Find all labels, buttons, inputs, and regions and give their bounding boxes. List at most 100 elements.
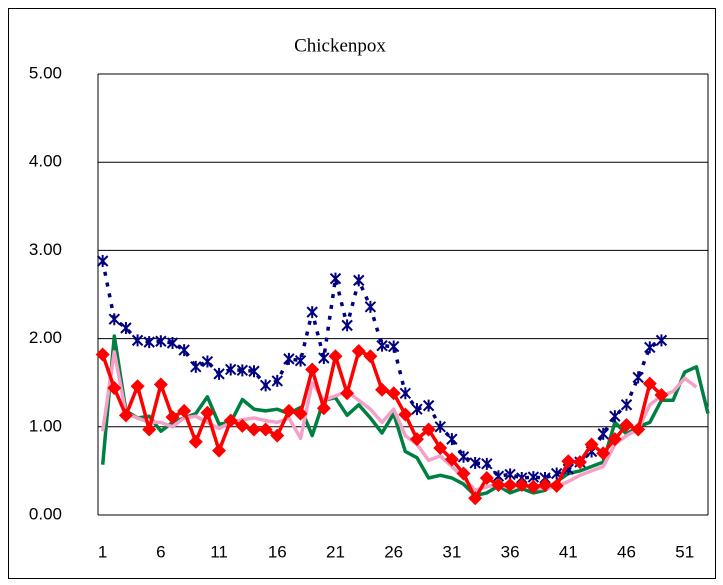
diamond-marker	[293, 406, 308, 421]
diamond-marker	[514, 478, 529, 493]
asterisk-marker	[108, 313, 121, 326]
asterisk-marker	[655, 334, 668, 347]
diamond-marker	[200, 405, 215, 420]
asterisk-marker	[329, 272, 342, 285]
diamond-marker	[561, 454, 576, 469]
asterisk-marker	[597, 427, 609, 440]
asterisk-marker	[341, 319, 353, 332]
y-tick-label: 3.00	[29, 240, 62, 259]
diamond-marker	[305, 362, 320, 377]
diamond-marker	[363, 349, 378, 364]
diamond-marker	[654, 388, 669, 403]
asterisk-marker	[96, 254, 109, 267]
x-tick-label: 16	[268, 542, 287, 561]
diamond-marker	[398, 407, 413, 422]
diamond-marker	[246, 422, 261, 437]
chart-title: Chickenpox	[294, 35, 386, 56]
asterisk-marker	[178, 344, 190, 357]
asterisk-marker	[411, 403, 423, 416]
asterisk-marker	[213, 367, 225, 380]
asterisk-marker	[271, 374, 283, 387]
asterisk-marker	[143, 336, 155, 349]
diamond-marker	[631, 422, 646, 437]
diamond-marker	[619, 418, 634, 433]
diamond-marker	[130, 379, 145, 394]
diamond-marker	[526, 479, 541, 494]
diamond-marker	[177, 403, 192, 418]
diamond-marker	[375, 382, 390, 397]
asterisk-marker	[434, 420, 446, 433]
asterisk-marker	[422, 399, 435, 412]
diamond-marker	[281, 403, 296, 418]
y-tick-label: 1.00	[29, 416, 62, 435]
diamond-marker	[572, 455, 587, 470]
asterisk-marker	[294, 354, 307, 367]
diamond-marker	[188, 434, 203, 449]
diamond-marker	[642, 376, 657, 391]
diamond-marker	[386, 386, 401, 401]
y-tick-label: 5.00	[29, 63, 62, 82]
asterisk-marker	[353, 274, 365, 287]
asterisk-marker	[399, 387, 412, 400]
diamond-marker	[421, 422, 436, 437]
diamond-marker	[351, 343, 366, 358]
asterisk-marker	[225, 363, 237, 376]
asterisk-marker	[155, 335, 167, 348]
asterisk-marker	[609, 410, 621, 423]
diamond-marker	[409, 432, 424, 447]
diamond-marker	[118, 408, 133, 423]
diamond-marker	[270, 428, 285, 443]
series	[96, 254, 668, 484]
diamond-marker	[223, 413, 238, 428]
diamond-marker	[456, 466, 471, 481]
asterisk-marker	[387, 340, 400, 353]
series	[95, 343, 669, 506]
diamond-marker	[433, 440, 448, 455]
diamond-marker	[468, 491, 483, 506]
asterisk-marker	[236, 364, 249, 377]
diamond-marker	[212, 443, 227, 458]
diamond-marker	[596, 446, 611, 461]
asterisk-marker	[469, 456, 481, 469]
x-tick-label: 6	[156, 542, 165, 561]
asterisk-marker	[644, 341, 656, 354]
asterisk-marker	[446, 433, 458, 446]
diamond-marker	[328, 349, 343, 364]
y-tick-label: 0.00	[29, 504, 62, 523]
asterisk-marker	[306, 306, 318, 319]
y-tick-label: 4.00	[29, 152, 62, 171]
asterisk-marker	[318, 352, 330, 365]
asterisk-marker	[131, 334, 144, 347]
diamond-marker	[584, 437, 599, 452]
series-line	[100, 350, 698, 493]
x-tick-label: 41	[559, 542, 578, 561]
x-tick-label: 26	[384, 542, 403, 561]
diamond-marker	[235, 418, 250, 433]
asterisk-marker	[457, 450, 470, 463]
y-tick-label: 2.00	[29, 328, 62, 347]
diamond-marker	[165, 410, 180, 425]
diamond-marker	[538, 478, 553, 493]
asterisk-marker	[620, 398, 633, 411]
diamond-marker	[549, 478, 564, 493]
diamond-marker	[142, 422, 157, 437]
asterisk-marker	[364, 300, 377, 313]
asterisk-marker	[190, 360, 202, 373]
diamond-marker	[444, 452, 459, 467]
diamond-marker	[491, 478, 506, 493]
diamond-marker	[153, 377, 168, 392]
diamond-marker	[316, 401, 331, 416]
x-tick-label: 11	[210, 542, 228, 561]
asterisk-marker	[248, 365, 260, 378]
diamond-marker	[479, 470, 494, 485]
asterisk-marker	[481, 457, 493, 470]
x-tick-label: 46	[617, 542, 636, 561]
asterisk-marker	[259, 379, 272, 392]
asterisk-marker	[376, 339, 388, 352]
diamond-marker	[258, 422, 273, 437]
asterisk-marker	[201, 355, 214, 368]
asterisk-marker	[632, 371, 644, 384]
series	[100, 350, 698, 493]
x-tick-label: 31	[442, 542, 461, 561]
